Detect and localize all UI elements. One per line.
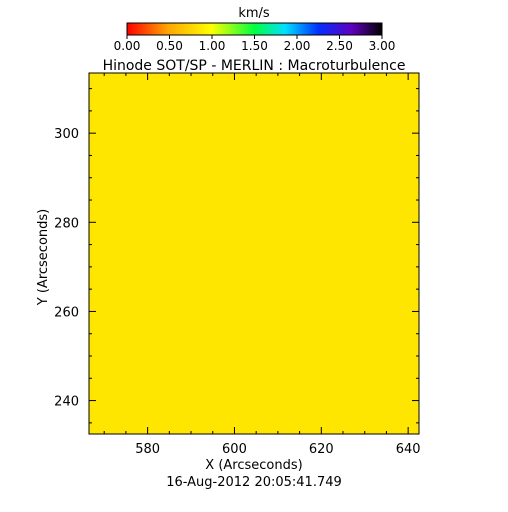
x-tick-label: 600 [222,442,247,457]
colorbar-tick-label: 2.00 [284,39,311,53]
colorbar-tick-label: 0.50 [156,39,183,53]
x-axis-label: X (Arcseconds) [205,458,302,473]
colorbar-tick-label: 2.50 [326,39,353,53]
y-tick-label: 300 [54,127,79,142]
colorbar-tick-label: 3.00 [369,39,396,53]
x-axis: 580 600 620 640 [103,73,421,457]
colorbar-tick-label: 1.00 [199,39,226,53]
heatmap-field [89,73,419,434]
colorbar-ticks: 0.00 0.50 1.00 1.50 2.00 2.50 3.00 [114,35,396,53]
y-axis-label: Y (Arcseconds) [36,209,51,306]
plot-frame [88,72,420,435]
y-tick-label: 280 [54,216,79,231]
colorbar-tick-label: 1.50 [241,39,268,53]
y-axis: 240 260 280 300 [54,88,419,424]
x-tick-label: 620 [309,442,334,457]
colorbar-unit-label: km/s [238,6,270,21]
x-tick-label: 640 [396,442,421,457]
colorbar [126,22,383,36]
y-tick-label: 240 [54,395,79,410]
x-tick-label: 580 [135,442,160,457]
colorbar-tick-label: 0.00 [114,39,141,53]
y-tick-label: 260 [54,305,79,320]
chart-title: Hinode SOT/SP - MERLIN : Macroturbulence [103,58,406,74]
timestamp: 16-Aug-2012 20:05:41.749 [166,475,342,490]
